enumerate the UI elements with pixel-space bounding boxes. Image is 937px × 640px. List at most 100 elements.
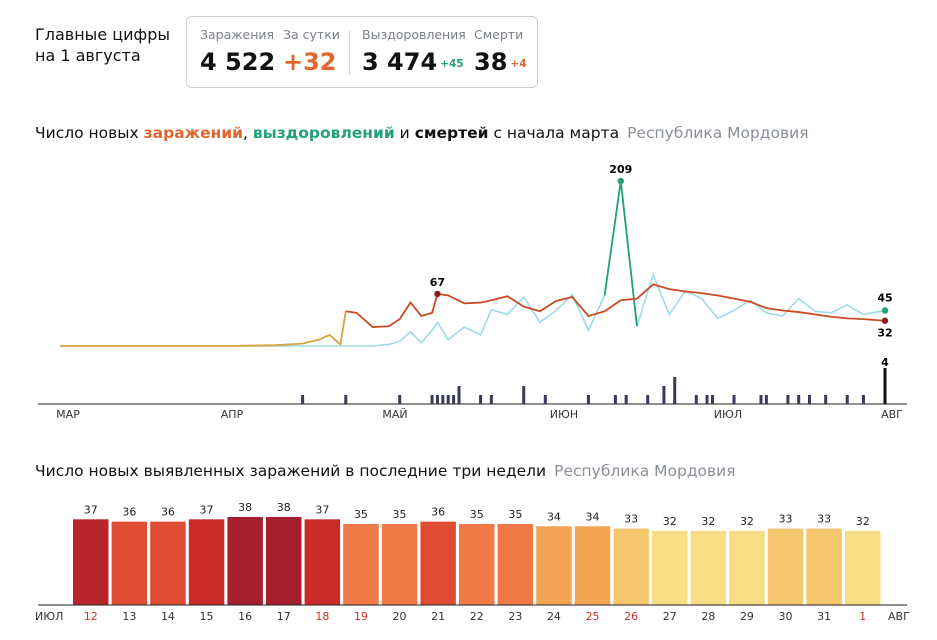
day-tick-label: 31 [817, 610, 831, 623]
daily-bar [459, 523, 495, 605]
day-tick-label: 21 [431, 610, 445, 623]
daily-bar-value: 34 [547, 510, 561, 523]
death-bar [489, 395, 493, 404]
day-tick-label: 14 [161, 610, 175, 623]
recoveries-last-label: 45 [877, 291, 892, 304]
death-bar [344, 395, 348, 404]
daily-bar-value: 38 [238, 501, 252, 514]
day-tick-label: 30 [779, 610, 793, 623]
chart1-title-pre: Число новых [35, 124, 144, 142]
day-tick-label: 26 [624, 610, 638, 623]
chart1-title-sep: , [243, 124, 253, 142]
daily-bar-value: 37 [84, 503, 98, 516]
deaths-value: 38 [474, 48, 508, 76]
day-tick-label: 23 [508, 610, 522, 623]
chart2-region: Республика Мордовия [554, 462, 736, 480]
death-bar [543, 395, 547, 404]
death-bar [883, 368, 887, 404]
death-bar [301, 395, 305, 404]
stat-infections: Заражения 4 522 [200, 27, 275, 76]
daily-bar-value: 32 [701, 515, 715, 528]
day-tick-label: 18 [315, 610, 329, 623]
stats-card: Заражения 4 522 За сутки +32 Выздоровлен… [186, 16, 538, 88]
daily-bar [150, 521, 186, 605]
daily-bar-value: 36 [161, 506, 175, 519]
day-tick-label: 1 [859, 610, 866, 623]
daily-bar [111, 521, 148, 605]
death-bar [732, 395, 736, 404]
chart1-title: Число новых заражений, выздоровлений и с… [35, 124, 809, 142]
death-bar [613, 395, 617, 404]
chart2-title: Число новых выявленных заражений в после… [35, 462, 736, 480]
month-tick-label: МАР [56, 408, 80, 421]
day-tick-label: 15 [200, 610, 214, 623]
death-bar [446, 395, 450, 404]
daily-label: За сутки [283, 27, 340, 42]
daily-bar [690, 530, 727, 605]
daily-bar [381, 523, 418, 605]
chart2-month-end: АВГ [888, 610, 910, 623]
daily-bar [420, 521, 456, 605]
month-tick-label: МАЙ [382, 408, 407, 421]
death-bar [441, 395, 445, 404]
daily-bar-value: 33 [779, 513, 793, 526]
chart1-title-infections: заражений [143, 124, 244, 142]
stat-recoveries: Выздоровления 3 474 +45 [362, 27, 466, 76]
month-tick-label: АВГ [881, 408, 903, 421]
daily-bar-value: 35 [354, 508, 368, 521]
daily-bar-value: 33 [817, 513, 831, 526]
daily-bar [536, 526, 572, 605]
chart1-title-and: и [394, 124, 415, 142]
death-bar [586, 395, 590, 404]
daily-bar [806, 528, 842, 605]
daily-bar [613, 528, 649, 605]
chart2-month-start: ИЮЛ [35, 610, 63, 623]
daily-bar [73, 519, 109, 605]
deaths-last-label: 4 [881, 356, 889, 369]
death-bar [522, 386, 526, 404]
daily-bar [845, 530, 881, 605]
daily-bar [652, 530, 688, 605]
daily-bar-value: 33 [624, 513, 638, 526]
page-title: Главные цифры на 1 августа [35, 24, 170, 66]
infections-peak-dot [434, 290, 441, 298]
month-tick-label: ИЮЛ [714, 408, 742, 421]
death-bar [398, 395, 402, 404]
death-bar [797, 395, 801, 404]
daily-bar-value: 35 [393, 508, 407, 521]
chart1-region: Республика Мордовия [627, 124, 809, 142]
stat-deaths: Смерти 38 +4 [474, 27, 527, 76]
daily-bar-value: 32 [663, 515, 677, 528]
daily-bar [767, 528, 804, 605]
chart2-title-text: Число новых выявленных заражений в после… [35, 462, 547, 480]
infections-last-dot [881, 317, 889, 324]
day-tick-label: 13 [122, 610, 136, 623]
infections-value: 4 522 [200, 48, 276, 76]
daily-bar-value: 37 [200, 503, 214, 516]
death-bar [705, 395, 709, 404]
death-bar [624, 395, 628, 404]
death-bar [764, 395, 768, 404]
day-tick-label: 24 [547, 610, 561, 623]
death-bar [662, 386, 666, 404]
day-tick-label: 27 [663, 610, 677, 623]
deaths-label: Смерти [474, 27, 524, 42]
daily-bar-value: 36 [122, 506, 136, 519]
death-bar [646, 395, 650, 404]
title-line-1: Главные цифры [35, 25, 170, 44]
daily-bar [304, 519, 341, 605]
daily-bar [729, 530, 765, 605]
infections-peak-label: 67 [430, 276, 445, 289]
daily-bar-value: 37 [315, 503, 329, 516]
daily-bar [188, 519, 225, 605]
day-tick-label: 17 [277, 610, 291, 623]
daily-bar-value: 38 [277, 501, 291, 514]
chart1-title-deaths: смертей [414, 124, 489, 142]
infections-label: Заражения [200, 27, 275, 42]
recoveries-peak-dot [617, 177, 624, 185]
month-tick-label: ИЮН [550, 408, 578, 421]
day-tick-label: 19 [354, 610, 368, 623]
death-bar [694, 395, 698, 404]
recoveries-spike-line [603, 180, 638, 327]
